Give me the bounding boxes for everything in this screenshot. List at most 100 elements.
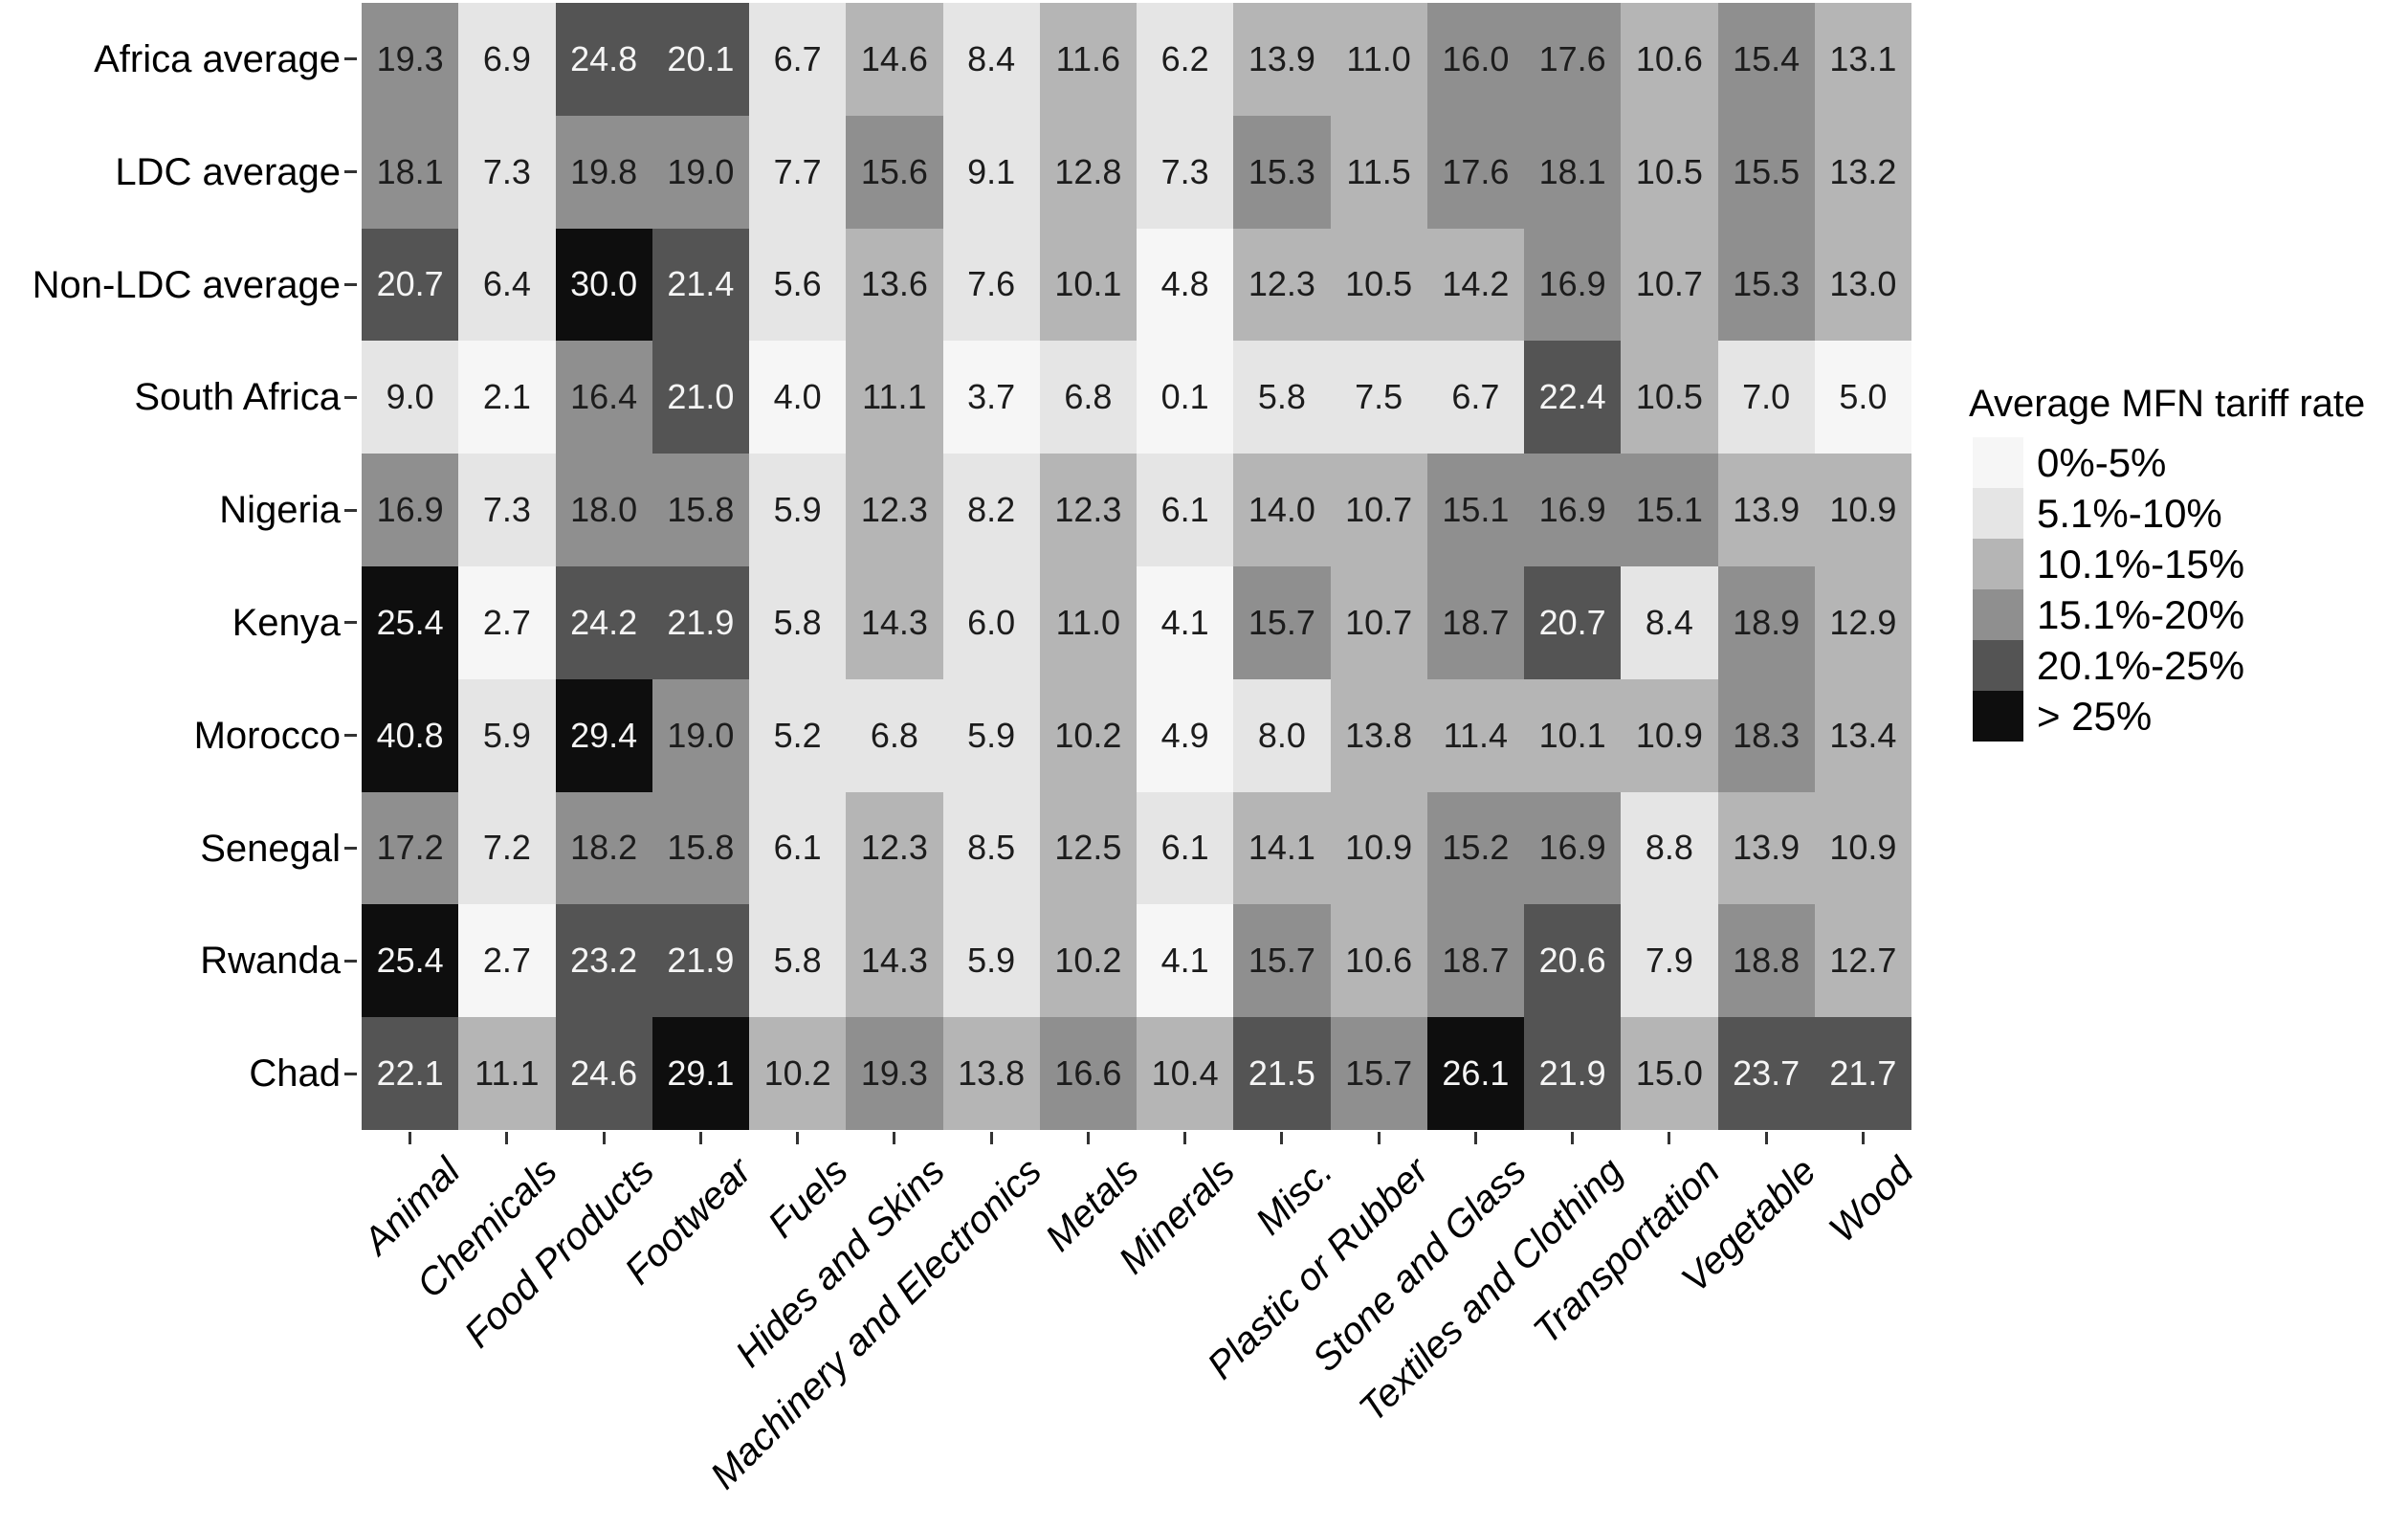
cell-value: 18.1 [1538,151,1606,191]
y-axis-tick [344,847,357,850]
cell-value: 14.1 [1248,828,1315,868]
heatmap-cell: 24.2 [555,566,652,679]
cell-value: 21.9 [1538,1053,1606,1094]
cell-value: 18.2 [570,828,638,868]
heatmap-cell: 25.4 [362,566,459,679]
cell-value: 10.4 [1151,1053,1219,1094]
heatmap-cell: 16.9 [1524,228,1622,342]
cell-value: 11.0 [1346,38,1411,78]
heatmap-cell: 4.1 [1137,904,1234,1018]
heatmap-cell: 13.2 [1814,115,1911,229]
heatmap-cell: 14.0 [1233,454,1331,566]
heatmap-cell: 20.6 [1524,904,1622,1018]
y-axis-label: Kenya [232,601,341,644]
heatmap-cell: 5.9 [749,454,847,566]
cell-value: 11.0 [1055,602,1121,642]
cell-value: 5.8 [1257,377,1306,417]
cell-value: 23.7 [1733,1053,1800,1094]
cell-value: 20.7 [1538,602,1606,642]
cell-value: 11.1 [475,1053,540,1094]
cell-value: 25.4 [376,602,444,642]
heatmap-cell: 7.3 [458,115,556,229]
cell-value: 10.2 [763,1053,831,1094]
heatmap-cell: 8.2 [942,454,1040,566]
cell-value: 16.6 [1054,1053,1122,1094]
y-axis-label: Rwanda [200,940,341,983]
cell-value: 9.1 [967,151,1016,191]
heatmap-cell: 10.6 [1621,3,1718,116]
cell-value: 11.4 [1443,715,1509,755]
cell-value: 18.9 [1733,602,1800,642]
cell-value: 6.1 [1160,490,1209,530]
heatmap-cell: 21.9 [652,566,749,679]
y-axis-label: LDC average [115,150,341,193]
heatmap-cell: 13.8 [942,1017,1040,1130]
heatmap-cell: 18.3 [1717,678,1815,792]
cell-value: 15.1 [1442,490,1510,530]
cell-value: 19.3 [376,38,444,78]
heatmap-cell: 7.6 [942,228,1040,342]
cell-value: 21.7 [1829,1053,1897,1094]
y-axis-tick [344,621,357,625]
heatmap-cell: 5.8 [1233,341,1331,454]
heatmap-cell: 21.5 [1233,1017,1331,1130]
heatmap-cell: 8.5 [942,791,1040,905]
cell-value: 16.9 [1538,828,1606,868]
cell-value: 19.0 [667,151,735,191]
heatmap-cell: 11.4 [1426,678,1524,792]
heatmap-cell: 19.0 [652,115,749,229]
legend-item: 15.1%-20% [1973,589,2365,640]
heatmap-cell: 9.1 [942,115,1040,229]
cell-value: 7.3 [482,151,531,191]
cell-value: 5.0 [1839,377,1888,417]
x-axis-tick [1377,1132,1381,1144]
heatmap-cell: 5.2 [749,678,847,792]
cell-value: 11.1 [862,377,927,417]
cell-value: 26.1 [1442,1053,1510,1094]
heatmap-cell: 29.4 [555,678,652,792]
y-axis-label: Nigeria [219,489,341,532]
heatmap-cell: 19.0 [652,678,749,792]
cell-value: 13.4 [1829,715,1897,755]
heatmap-cell: 2.7 [458,904,556,1018]
cell-value: 16.9 [1538,490,1606,530]
heatmap-cell: 18.2 [555,791,652,905]
heatmap-cell: 5.6 [749,228,847,342]
cell-value: 5.9 [967,941,1016,981]
cell-value: 7.0 [1742,377,1791,417]
y-axis-tick [344,395,357,399]
cell-value: 13.9 [1733,490,1800,530]
cell-value: 15.0 [1635,1053,1703,1094]
heatmap-cell: 3.7 [942,341,1040,454]
heatmap-cell: 15.5 [1717,115,1815,229]
cell-value: 2.7 [482,602,531,642]
cell-value: 10.5 [1635,377,1703,417]
cell-value: 6.4 [482,264,531,304]
heatmap-cell: 13.9 [1717,791,1815,905]
heatmap-cell: 5.8 [749,566,847,679]
heatmap-cell: 7.3 [458,454,556,566]
cell-value: 11.5 [1346,151,1411,191]
heatmap-cell: 11.6 [1039,3,1137,116]
heatmap-cell: 15.3 [1233,115,1331,229]
cell-value: 14.3 [860,602,928,642]
cell-value: 13.2 [1829,151,1897,191]
heatmap-cell: 5.9 [942,904,1040,1018]
cell-value: 8.5 [967,828,1016,868]
x-axis-tick [505,1132,509,1144]
heatmap-cell: 10.2 [1039,904,1137,1018]
legend-title: Average MFN tariff rate [1969,383,2366,425]
cell-value: 5.6 [773,264,822,304]
cell-value: 19.0 [667,715,735,755]
heatmap-cell: 13.0 [1814,228,1911,342]
heatmap-cell: 15.6 [846,115,943,229]
cell-value: 15.4 [1733,38,1800,78]
cell-value: 7.5 [1355,377,1403,417]
y-axis-tick [344,1072,357,1075]
legend-swatch [1973,437,2023,488]
cell-value: 24.2 [570,602,638,642]
cell-value: 7.9 [1645,941,1693,981]
heatmap-cell: 18.7 [1426,566,1524,679]
cell-value: 10.5 [1635,151,1703,191]
heatmap-cell: 4.8 [1137,228,1234,342]
